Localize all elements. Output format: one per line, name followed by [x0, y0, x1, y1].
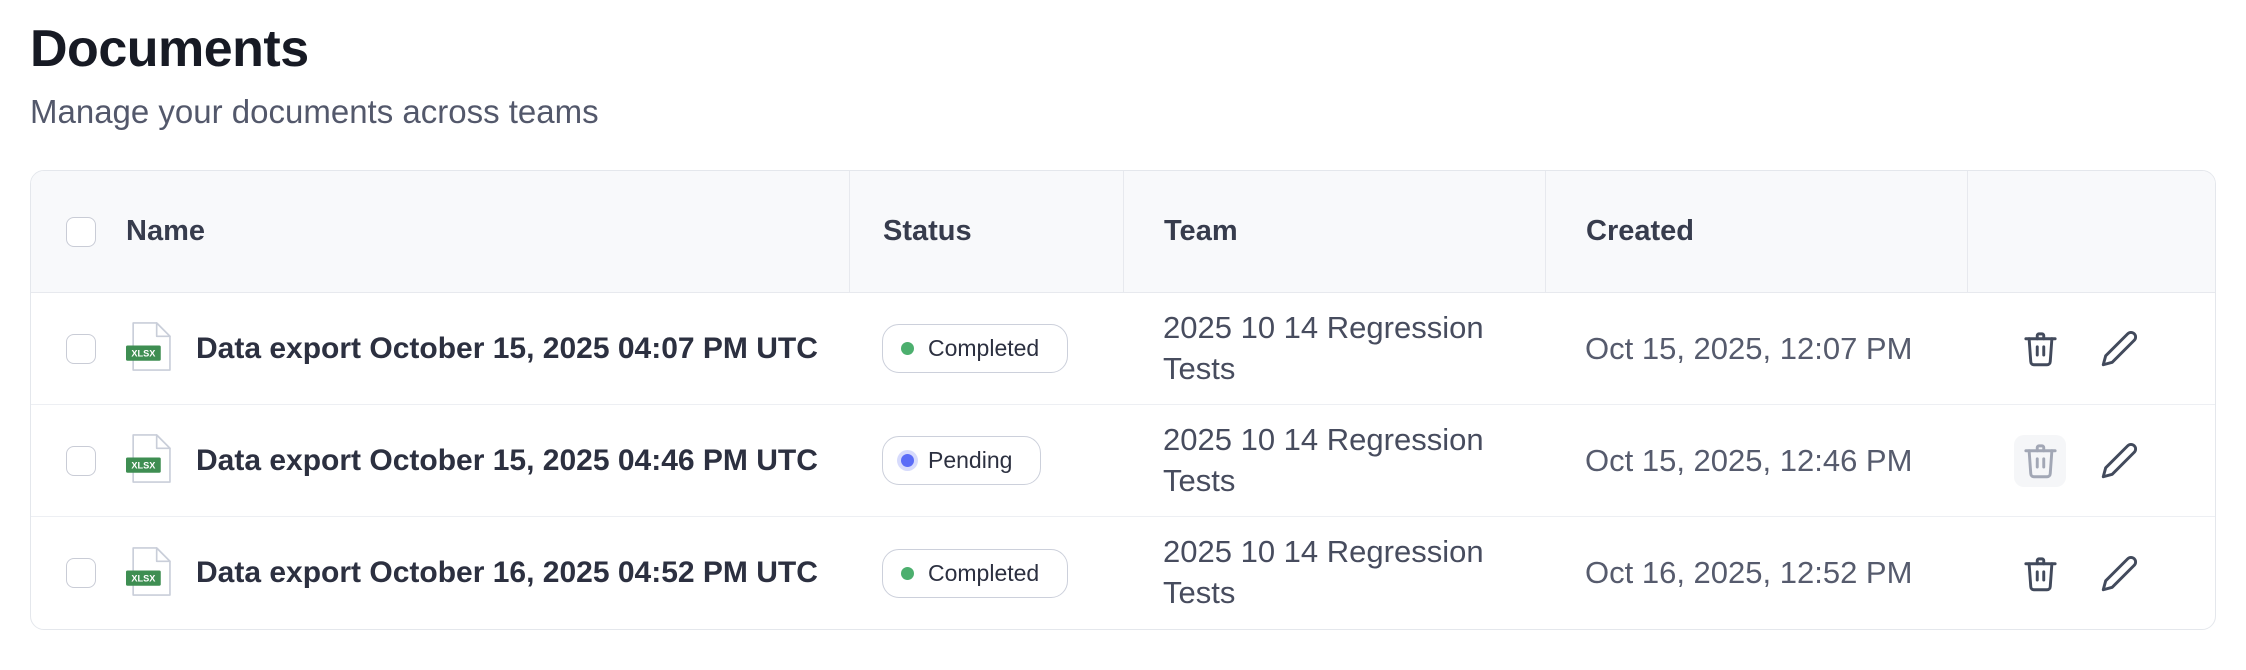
svg-text:XLSX: XLSX — [131, 573, 156, 583]
svg-text:XLSX: XLSX — [131, 461, 156, 471]
svg-text:XLSX: XLSX — [131, 349, 156, 359]
